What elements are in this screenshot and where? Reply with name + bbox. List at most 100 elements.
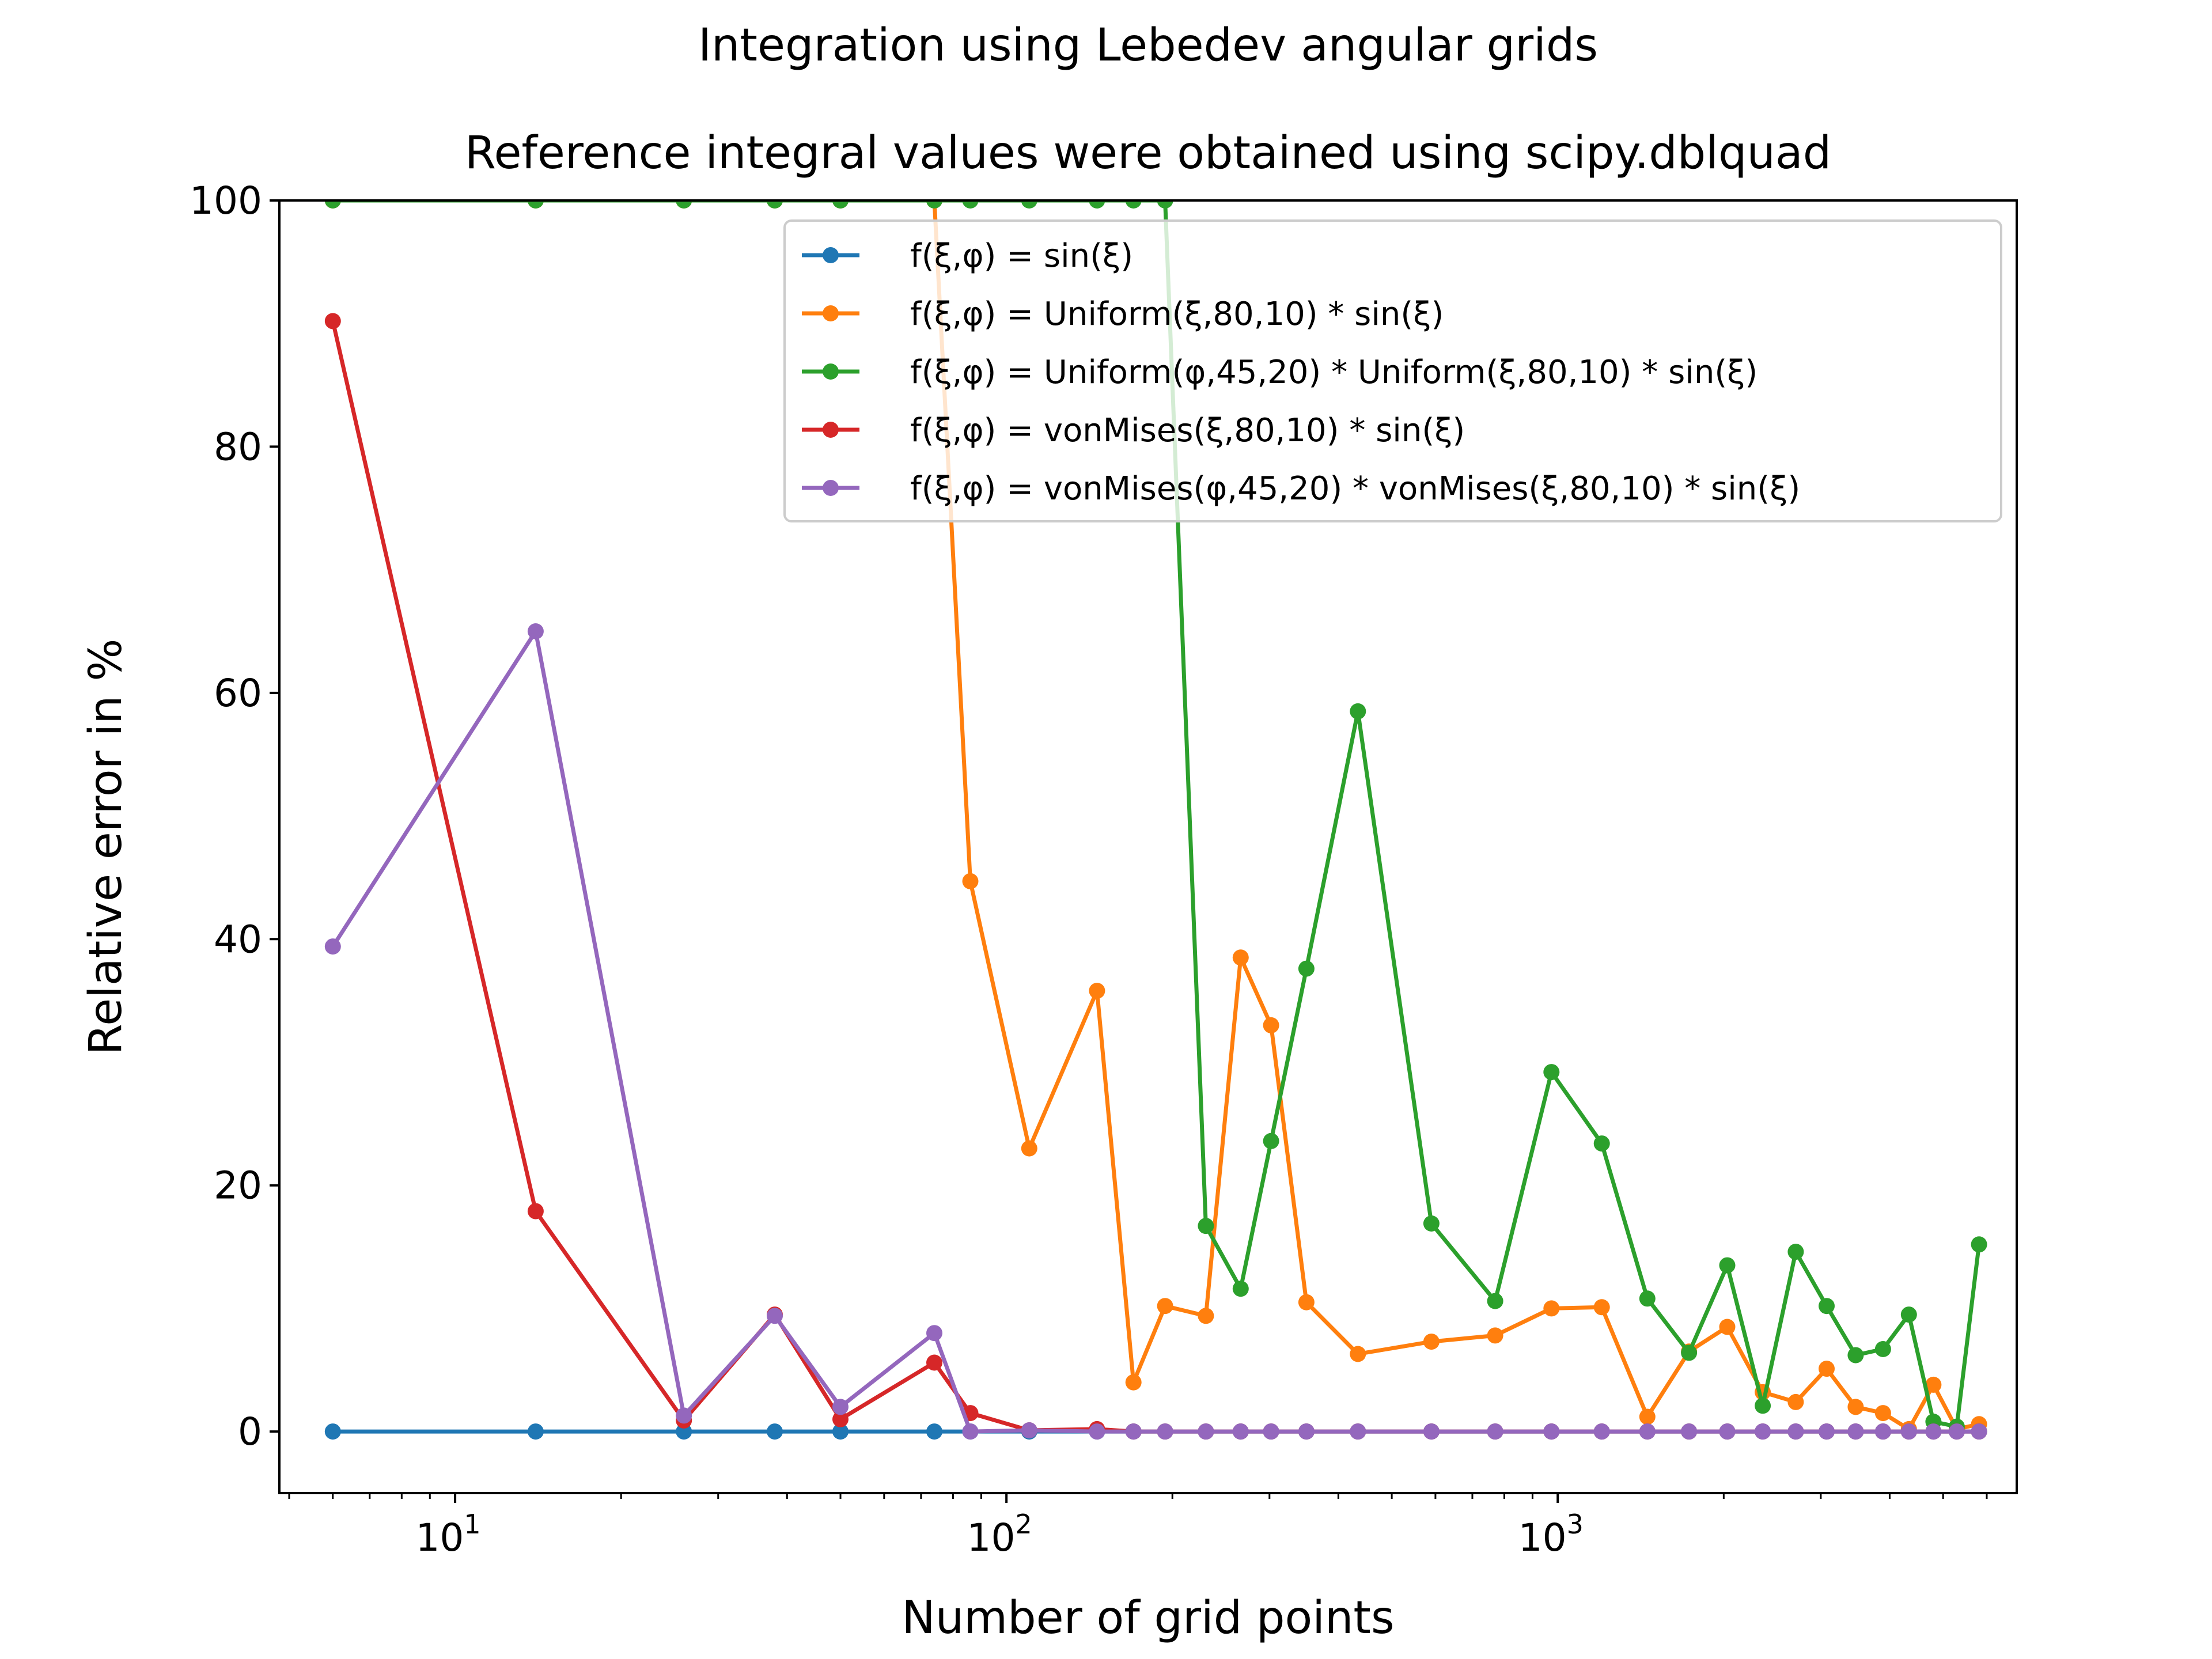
legend-marker bbox=[823, 480, 839, 496]
series-5-point bbox=[324, 938, 341, 955]
legend-entry: f(ξ,φ) = Uniform(φ,45,20) * Uniform(ξ,80… bbox=[802, 354, 1758, 391]
series-2-point bbox=[1719, 1319, 1736, 1335]
legend-marker bbox=[823, 422, 839, 438]
series-5-point bbox=[1681, 1423, 1698, 1440]
series-3-point bbox=[1125, 200, 1142, 209]
series-5-point bbox=[1755, 1423, 1771, 1440]
series-3-point bbox=[1719, 1257, 1736, 1274]
series-2-point bbox=[1157, 1298, 1173, 1315]
series-3-point bbox=[1787, 1244, 1804, 1260]
series-5-point bbox=[1487, 1423, 1503, 1440]
series-2-point bbox=[1263, 1017, 1279, 1033]
series-2-point bbox=[1021, 1140, 1037, 1157]
legend-label: f(ξ,φ) = Uniform(ξ,80,10) * sin(ξ) bbox=[910, 296, 1444, 333]
x-axis-label: Number of grid points bbox=[902, 1592, 1394, 1644]
series-5-point bbox=[1819, 1423, 1835, 1440]
series-2-point bbox=[1125, 1374, 1142, 1391]
series-5-point bbox=[1157, 1423, 1173, 1440]
series-5-point bbox=[1971, 1423, 1987, 1440]
y-tick-label: 0 bbox=[238, 1410, 262, 1454]
series-3-point bbox=[1487, 1293, 1503, 1309]
series-5-point bbox=[1423, 1423, 1440, 1440]
series-5-point bbox=[527, 623, 544, 639]
series-5 bbox=[324, 623, 1987, 1440]
series-5-point bbox=[1847, 1423, 1864, 1440]
series-1-point bbox=[926, 1423, 942, 1440]
series-4-point bbox=[832, 1411, 849, 1427]
series-5-point bbox=[1298, 1423, 1315, 1440]
series-5-point bbox=[1232, 1423, 1249, 1440]
series-3-point bbox=[1593, 1135, 1610, 1152]
chart-suptitle: Integration using Lebedev angular grids bbox=[698, 20, 1598, 71]
series-2-point bbox=[1874, 1405, 1891, 1422]
series-1-point bbox=[832, 1423, 849, 1440]
series-2-point bbox=[1089, 983, 1105, 999]
series-3-point bbox=[1819, 1298, 1835, 1315]
series-3-point bbox=[1350, 703, 1366, 719]
series-3-point bbox=[1681, 1344, 1698, 1361]
series-5-point bbox=[1021, 1422, 1037, 1438]
x-axis: 101 102 103 bbox=[288, 1493, 1988, 1560]
chart-title: Reference integral values were obtained … bbox=[465, 127, 1832, 179]
series-5-point bbox=[926, 1325, 942, 1342]
y-axis-label: Relative error in % bbox=[80, 639, 132, 1055]
legend-marker bbox=[823, 247, 839, 263]
plot-area bbox=[324, 200, 1987, 1440]
series-3-point bbox=[1639, 1290, 1656, 1307]
series-2-point bbox=[1198, 1308, 1214, 1324]
series-3-point bbox=[962, 200, 979, 209]
y-tick-label: 60 bbox=[214, 671, 262, 715]
series-5-point bbox=[1593, 1423, 1610, 1440]
series-3-point bbox=[676, 200, 692, 209]
series-1-point bbox=[527, 1423, 544, 1440]
series-5-point bbox=[1948, 1423, 1965, 1440]
legend-marker bbox=[823, 305, 839, 321]
series-3-point bbox=[527, 200, 544, 209]
series-2-point bbox=[1298, 1294, 1315, 1310]
series-2-point bbox=[1787, 1393, 1804, 1410]
series-3-point bbox=[1543, 1064, 1560, 1081]
series-5-point bbox=[1350, 1423, 1366, 1440]
series-2-point bbox=[1639, 1408, 1656, 1425]
legend-entry: f(ξ,φ) = sin(ξ) bbox=[802, 237, 1133, 275]
series-5-point bbox=[1925, 1423, 1942, 1440]
series-5-point bbox=[1089, 1423, 1105, 1440]
series-5-point bbox=[1198, 1423, 1214, 1440]
legend-entry: f(ξ,φ) = vonMises(ξ,80,10) * sin(ξ) bbox=[802, 412, 1465, 449]
series-3-point bbox=[1971, 1236, 1987, 1253]
series-5-point bbox=[962, 1423, 979, 1440]
y-tick-label: 80 bbox=[214, 425, 262, 469]
y-tick-label: 100 bbox=[190, 179, 262, 223]
legend-label: f(ξ,φ) = vonMises(φ,45,20) * vonMises(ξ,… bbox=[910, 470, 1800, 507]
series-2-point bbox=[1487, 1327, 1503, 1344]
series-4-point bbox=[324, 313, 341, 329]
series-3-point bbox=[1089, 200, 1105, 209]
series-3-point bbox=[1847, 1347, 1864, 1363]
series-5-point bbox=[832, 1399, 849, 1415]
series-2-point bbox=[1925, 1376, 1942, 1393]
series-3-point bbox=[832, 200, 849, 209]
series-2-point bbox=[962, 873, 979, 889]
y-tick-label: 20 bbox=[214, 1164, 262, 1208]
series-5-point bbox=[1900, 1423, 1917, 1440]
series-5-point bbox=[1719, 1423, 1736, 1440]
series-3-point bbox=[1900, 1306, 1917, 1323]
legend-marker bbox=[823, 363, 839, 380]
series-2-point bbox=[1819, 1361, 1835, 1377]
x-tick-label: 101 bbox=[415, 1509, 480, 1560]
series-3-point bbox=[1232, 1281, 1249, 1297]
series-2-point bbox=[1543, 1300, 1560, 1317]
series-2-point bbox=[1593, 1299, 1610, 1316]
series-3 bbox=[324, 200, 1987, 1435]
series-1-point bbox=[324, 1423, 341, 1440]
legend-label: f(ξ,φ) = Uniform(φ,45,20) * Uniform(ξ,80… bbox=[910, 354, 1758, 391]
series-5-point bbox=[1639, 1423, 1656, 1440]
legend-label: f(ξ,φ) = sin(ξ) bbox=[910, 237, 1133, 275]
series-5-point bbox=[767, 1308, 783, 1324]
series-3-point bbox=[324, 200, 341, 209]
series-5-point bbox=[1263, 1423, 1279, 1440]
legend-entry: f(ξ,φ) = vonMises(φ,45,20) * vonMises(ξ,… bbox=[802, 470, 1800, 507]
series-3-point bbox=[767, 200, 783, 209]
legend: f(ξ,φ) = sin(ξ) f(ξ,φ) = Uniform(ξ,80,10)… bbox=[783, 219, 2002, 522]
series-2-point bbox=[1423, 1334, 1440, 1350]
